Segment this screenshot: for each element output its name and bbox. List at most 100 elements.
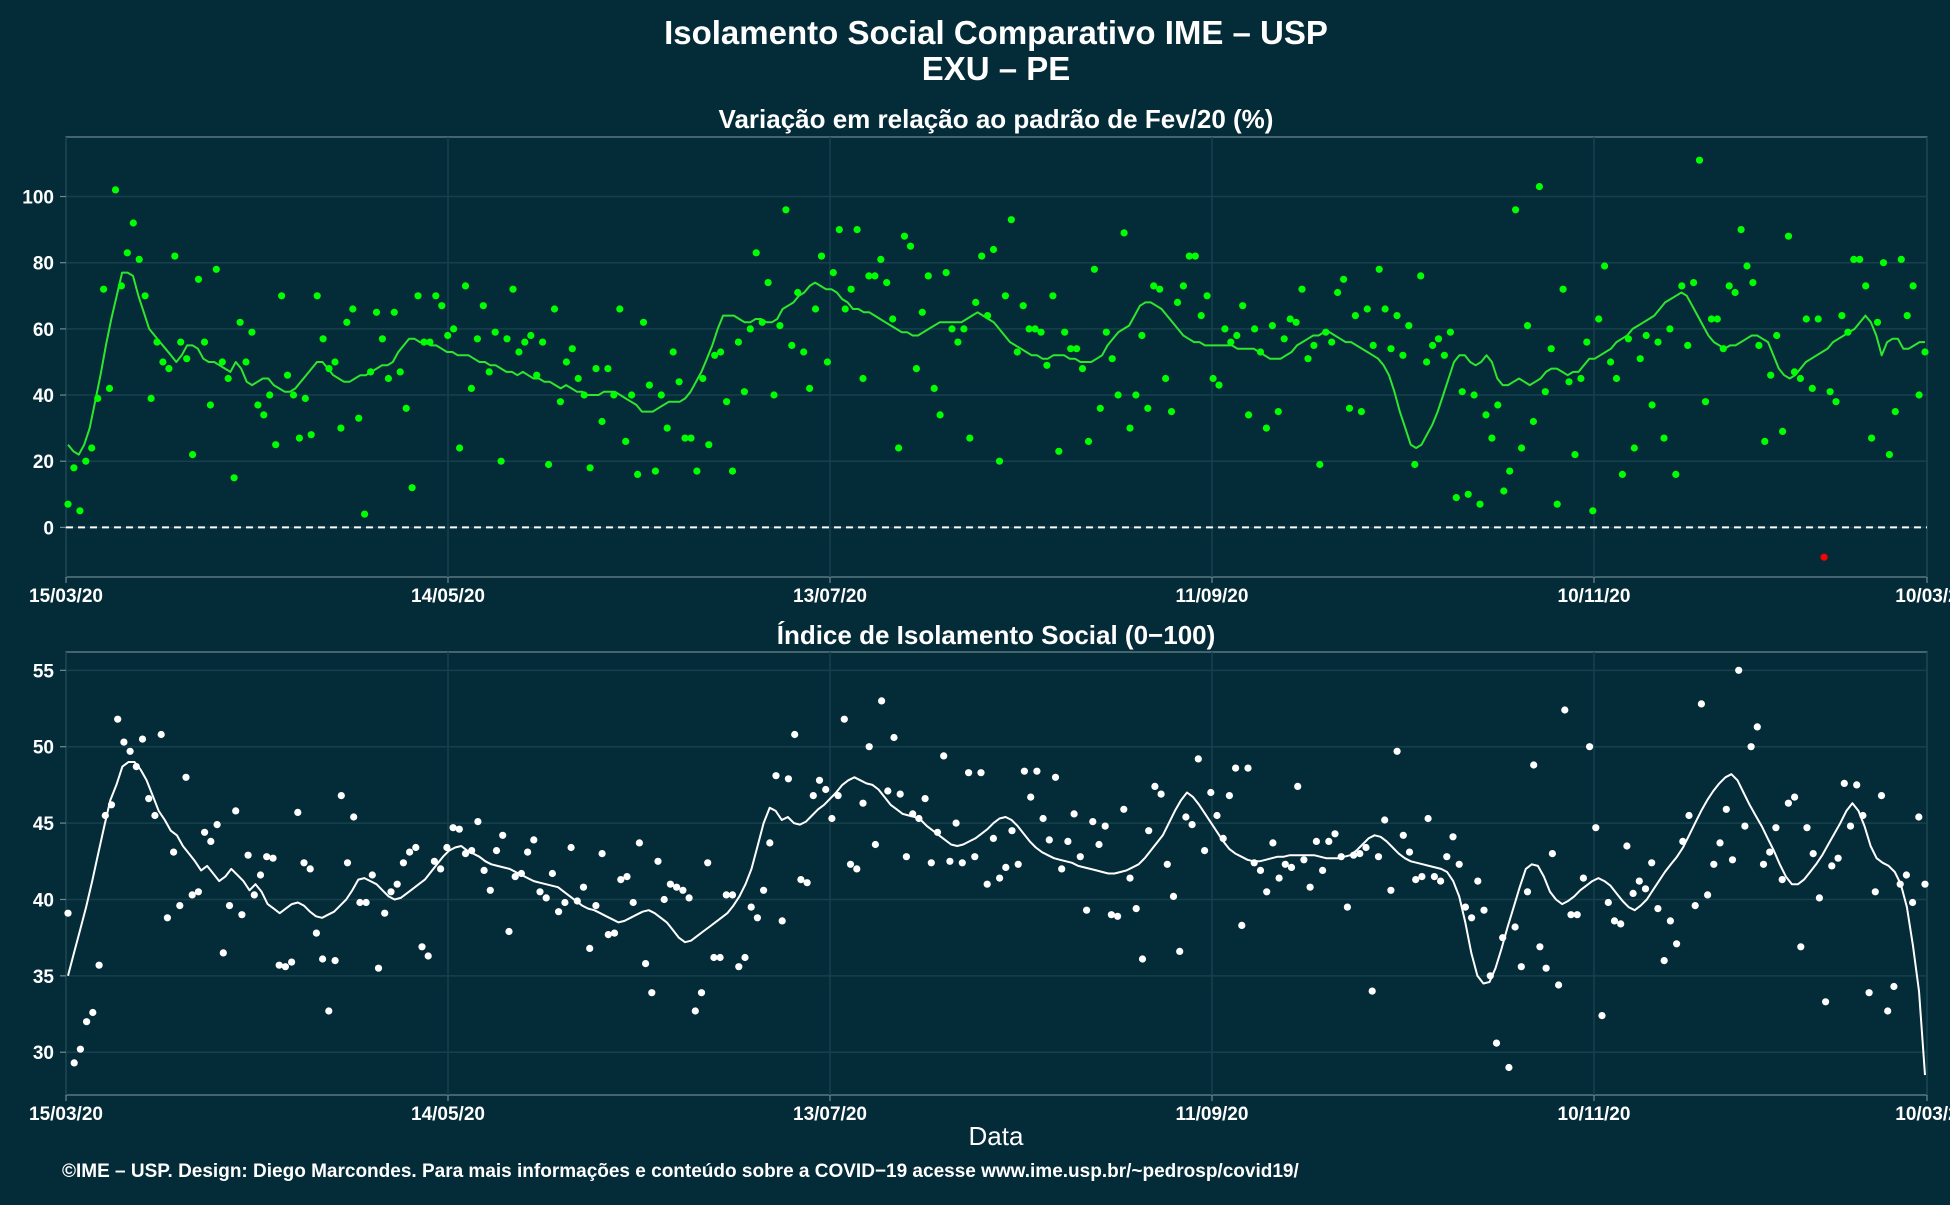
data-point (766, 839, 774, 847)
data-point (598, 417, 606, 426)
data-point (1120, 805, 1128, 813)
data-point (1707, 315, 1715, 323)
data-point (467, 384, 475, 392)
data-point (82, 457, 90, 465)
data-point (921, 795, 929, 803)
data-point (1660, 434, 1668, 442)
data-point (1424, 814, 1432, 823)
data-point (1049, 292, 1057, 300)
data-point (1511, 923, 1519, 931)
data-point (1051, 773, 1060, 781)
data-point (1156, 285, 1164, 293)
data-point (1719, 345, 1727, 353)
data-point (996, 874, 1004, 882)
data-point (853, 226, 861, 234)
data-point (1095, 840, 1103, 849)
y-tick-label: 40 (33, 890, 54, 911)
data-point (1838, 312, 1846, 320)
x-tick-label: 13/07/20 (793, 586, 867, 607)
data-point (418, 943, 426, 951)
data-point (1565, 378, 1573, 386)
data-point (651, 467, 660, 475)
data-point (135, 255, 143, 263)
data-point (1458, 388, 1466, 396)
data-point (1350, 851, 1358, 859)
data-point (1773, 331, 1781, 340)
data-point (1915, 391, 1923, 399)
bottom-panel: 15/03/20 14/05/20 13/07/20 11/09/20 10/11/20… (29, 651, 1950, 1125)
data-point (1529, 417, 1537, 426)
y-tick-label: 50 (33, 738, 54, 759)
data-point (1897, 255, 1905, 263)
data-point (420, 338, 428, 346)
data-point (550, 305, 559, 313)
data-point (1704, 891, 1712, 899)
data-point (1412, 876, 1420, 884)
data-point (402, 404, 410, 412)
data-point (1334, 288, 1342, 297)
data-point (579, 883, 588, 891)
data-point (1654, 905, 1662, 913)
data-point (1126, 424, 1134, 432)
data-point (521, 338, 529, 346)
data-point (1623, 842, 1631, 850)
data-point (983, 880, 991, 888)
data-point (1014, 860, 1022, 868)
data-point (1612, 374, 1621, 383)
data-point (687, 434, 695, 442)
data-point (1399, 831, 1407, 839)
data-point (430, 857, 438, 865)
data-point (256, 871, 265, 879)
data-point (933, 828, 942, 836)
data-point (1601, 262, 1609, 270)
data-point (1325, 837, 1333, 846)
data-point (776, 322, 784, 330)
data-point (1903, 312, 1911, 320)
data-point (1162, 374, 1170, 383)
data-point (70, 464, 78, 472)
data-point (1452, 494, 1460, 502)
data-point (248, 328, 256, 336)
data-point (1630, 444, 1638, 452)
data-point (1381, 816, 1389, 824)
data-point (617, 876, 625, 884)
data-point (1822, 998, 1830, 1006)
data-point (1440, 351, 1448, 359)
x-tick-label: 10/03/2 (1895, 586, 1950, 607)
data-point (1058, 865, 1066, 873)
data-point (1850, 255, 1858, 263)
data-point (355, 414, 363, 422)
data-point (272, 441, 280, 449)
data-point (1185, 252, 1193, 260)
data-point (480, 866, 488, 875)
data-point (1660, 957, 1668, 965)
data-point (1695, 156, 1704, 164)
data-point (64, 909, 72, 917)
data-point (574, 374, 582, 383)
data-point (499, 831, 507, 839)
data-point (393, 880, 401, 888)
data-point (753, 914, 762, 922)
data-point (1595, 315, 1603, 323)
data-point (1666, 325, 1674, 333)
data-point (1357, 408, 1365, 416)
data-point (946, 857, 954, 865)
data-point (675, 378, 683, 386)
data-point (1232, 764, 1240, 772)
data-point (1610, 917, 1619, 925)
data-point (1791, 793, 1799, 801)
data-point (1784, 232, 1793, 240)
data-point (784, 775, 793, 783)
data-point (1790, 368, 1799, 376)
data-point (170, 848, 178, 856)
data-point (387, 888, 395, 896)
data-point (878, 697, 886, 705)
data-point (1387, 886, 1395, 894)
data-point (829, 269, 837, 277)
data-point (206, 401, 214, 409)
data-point (1207, 788, 1215, 797)
data-point (1437, 877, 1445, 885)
data-point (1340, 275, 1348, 283)
data-point (1286, 315, 1294, 323)
